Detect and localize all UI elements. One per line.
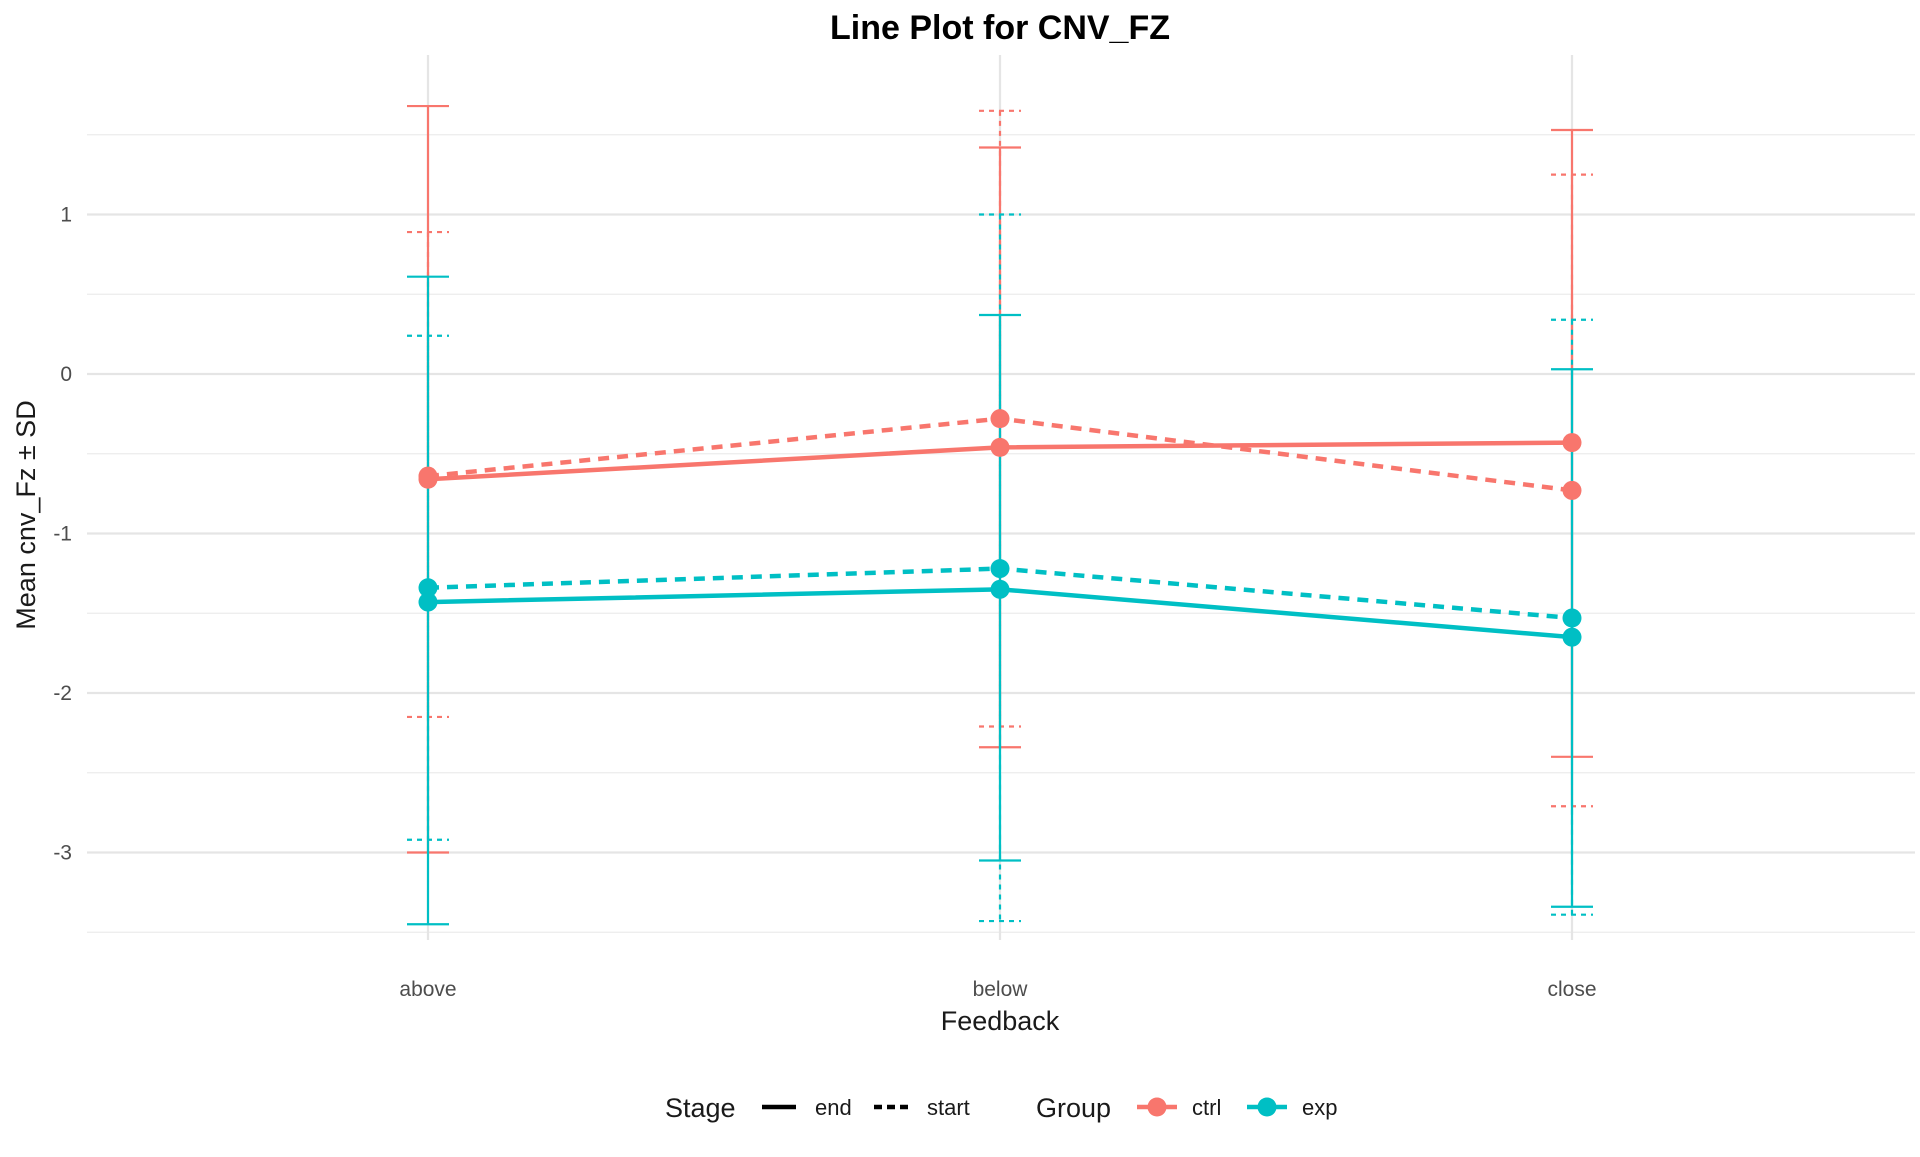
legend-stage-title: Stage — [665, 1093, 736, 1123]
y-axis-title: Mean cnv_Fz ± SD — [11, 400, 41, 629]
x-tick-label: close — [1547, 978, 1596, 1001]
x-axis-ticks: above below close — [399, 978, 1596, 1001]
y-tick-label: 1 — [60, 204, 72, 227]
data-point-exp-end — [418, 592, 438, 612]
legend-key-point-ctrl — [1147, 1097, 1167, 1117]
legend-group-title: Group — [1036, 1093, 1111, 1123]
legend: Stage end start Group ctrl exp — [665, 1093, 1337, 1123]
y-tick-label: 0 — [60, 363, 72, 386]
data-point-ctrl-start — [990, 409, 1010, 429]
legend-label-ctrl: ctrl — [1192, 1095, 1221, 1120]
series-points — [418, 409, 1582, 647]
legend-label-exp: exp — [1302, 1095, 1337, 1120]
x-axis-title: Feedback — [941, 1006, 1060, 1036]
data-point-exp-start — [1562, 608, 1582, 628]
data-point-ctrl-start — [1562, 480, 1582, 500]
y-tick-label: -1 — [53, 523, 72, 546]
legend-label-end: end — [815, 1095, 852, 1120]
x-tick-label: below — [973, 978, 1029, 1001]
y-tick-label: -3 — [53, 842, 72, 865]
data-point-ctrl-start — [418, 466, 438, 486]
data-point-ctrl-end — [1562, 433, 1582, 453]
x-tick-label: above — [399, 978, 456, 1001]
data-point-exp-end — [990, 579, 1010, 599]
data-point-exp-start — [990, 559, 1010, 579]
data-point-ctrl-end — [990, 437, 1010, 457]
chart-title: Line Plot for CNV_FZ — [830, 9, 1170, 47]
legend-label-start: start — [927, 1095, 970, 1120]
legend-key-point-exp — [1257, 1097, 1277, 1117]
error-bars — [407, 104, 1593, 926]
y-tick-label: -2 — [53, 682, 72, 705]
data-point-exp-start — [418, 578, 438, 598]
y-axis-ticks: 1 0 -1 -2 -3 — [53, 204, 72, 865]
data-point-exp-end — [1562, 627, 1582, 647]
